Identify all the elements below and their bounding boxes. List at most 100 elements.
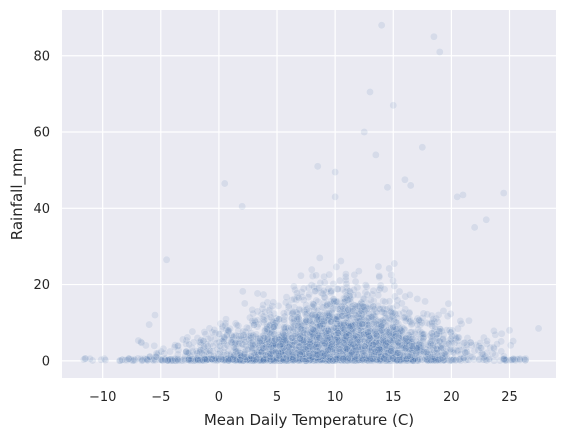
data-point [249, 342, 258, 350]
data-point [306, 356, 315, 364]
data-point [296, 355, 304, 364]
data-point [329, 335, 338, 344]
data-point [224, 356, 233, 365]
data-point [326, 343, 335, 352]
data-point [199, 356, 207, 365]
data-point [346, 355, 355, 364]
data-point [398, 323, 407, 332]
data-point [337, 302, 346, 310]
data-point [273, 342, 282, 351]
data-point [224, 356, 233, 365]
data-point [203, 342, 212, 350]
data-point [288, 356, 297, 365]
data-point [237, 352, 246, 361]
data-point [235, 353, 243, 362]
data-point [414, 356, 422, 365]
data-point [443, 312, 452, 321]
data-point [244, 356, 253, 365]
data-point [223, 356, 232, 365]
data-point [326, 356, 334, 365]
data-point [178, 356, 187, 365]
data-point [335, 355, 343, 364]
data-point [376, 305, 385, 314]
data-point [426, 355, 434, 364]
data-point [216, 342, 225, 351]
data-point [343, 323, 352, 332]
data-point [440, 356, 449, 365]
data-point [173, 355, 182, 364]
data-point [392, 356, 401, 365]
data-point [427, 337, 436, 345]
data-point [377, 320, 386, 329]
data-point [358, 351, 367, 360]
data-point [285, 355, 293, 364]
data-point [193, 356, 202, 364]
data-point [319, 354, 328, 363]
data-point [390, 355, 399, 364]
data-point [392, 310, 400, 319]
data-point [347, 321, 356, 329]
data-point [430, 355, 439, 363]
data-point [376, 349, 385, 358]
data-point [313, 355, 322, 364]
data-point [228, 355, 236, 364]
data-point [193, 355, 202, 364]
data-point [148, 356, 157, 364]
data-point [439, 307, 448, 315]
data-point [372, 356, 381, 365]
data-point [505, 326, 514, 335]
data-point [293, 292, 302, 301]
data-point [342, 339, 350, 348]
data-point [271, 327, 280, 336]
data-point [391, 355, 399, 363]
data-point [167, 356, 176, 365]
data-point [350, 354, 358, 363]
data-point [214, 330, 223, 338]
data-point [327, 355, 336, 364]
data-point [435, 337, 443, 346]
data-point [345, 335, 354, 344]
data-point [295, 356, 304, 365]
data-point [252, 330, 261, 339]
data-point [423, 356, 432, 365]
data-point [331, 356, 340, 365]
data-point [273, 355, 282, 364]
data-point [302, 316, 310, 324]
data-point [402, 355, 411, 364]
data-point [272, 355, 281, 363]
data-point [226, 356, 235, 364]
data-point [323, 344, 332, 353]
data-point [500, 355, 508, 363]
data-point [267, 356, 275, 365]
data-point [418, 143, 427, 152]
data-point [344, 355, 352, 363]
data-point [367, 350, 376, 358]
data-point [322, 341, 331, 349]
data-point [509, 354, 518, 363]
data-point [296, 355, 305, 363]
data-point [328, 356, 337, 365]
data-point [381, 351, 390, 359]
data-point [299, 296, 308, 304]
data-point [376, 341, 384, 349]
data-point [202, 355, 211, 364]
data-point [348, 331, 356, 340]
data-point [249, 355, 258, 364]
data-point [367, 356, 376, 364]
data-point [449, 355, 458, 363]
data-point [348, 355, 357, 363]
data-point [249, 343, 258, 352]
data-point [236, 354, 244, 363]
data-point [268, 355, 276, 364]
data-point [380, 355, 389, 363]
data-point [378, 356, 387, 364]
data-point [219, 356, 228, 364]
data-point [254, 334, 263, 343]
data-point [405, 339, 414, 348]
data-point [375, 273, 384, 282]
data-point [290, 282, 298, 291]
data-point [186, 352, 195, 361]
data-point [351, 277, 360, 286]
data-point [323, 345, 332, 354]
data-point [364, 334, 372, 343]
